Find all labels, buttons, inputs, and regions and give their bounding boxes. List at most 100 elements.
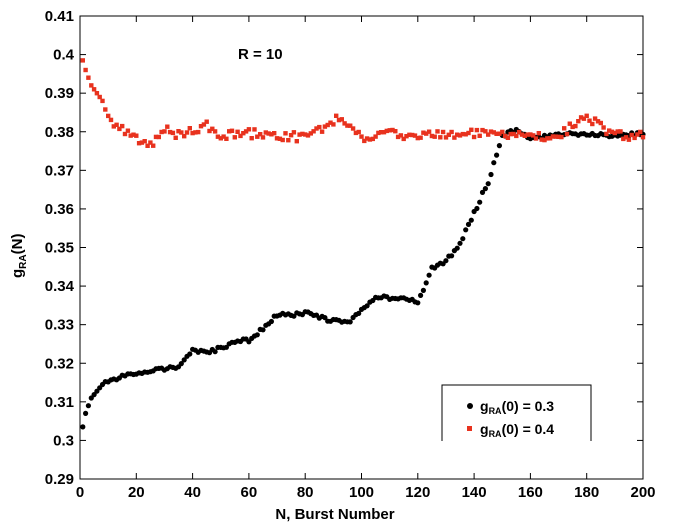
point-s2-46 xyxy=(207,128,212,134)
legend: gRA(0) = 0.3 gRA(0) = 0.4 xyxy=(441,384,592,441)
point-s2-152 xyxy=(505,135,511,140)
y-tick-label-1: 0.3 xyxy=(53,432,74,449)
point-s2-180 xyxy=(584,113,589,118)
point-s2-45 xyxy=(204,119,209,124)
y-tick-label-4: 0.33 xyxy=(45,317,74,334)
point-s2-169 xyxy=(553,134,558,139)
point-s2-87 xyxy=(322,124,328,129)
point-s2-150 xyxy=(500,129,505,135)
point-s1-123 xyxy=(423,280,429,286)
point-s2-170 xyxy=(556,134,561,139)
point-s2-102 xyxy=(364,136,370,141)
point-s1-63 xyxy=(254,332,260,338)
point-s2-90 xyxy=(331,122,336,127)
x-tick-label-9: 180 xyxy=(574,484,599,501)
point-s1-1 xyxy=(80,424,86,430)
point-s2-2 xyxy=(83,67,88,73)
x-axis-label: N, Burst Number xyxy=(275,506,394,522)
point-s2-198 xyxy=(635,132,640,137)
point-s2-85 xyxy=(317,124,322,130)
point-s2-18 xyxy=(128,133,133,138)
point-s2-19 xyxy=(131,132,136,137)
y-tick-label-3: 0.32 xyxy=(45,355,74,372)
point-s2-72 xyxy=(280,137,285,143)
point-s1-76 xyxy=(291,313,297,319)
point-s2-57 xyxy=(238,133,243,139)
point-s2-153 xyxy=(508,131,513,137)
point-s2-40 xyxy=(190,130,195,136)
point-s2-117 xyxy=(407,132,412,137)
point-s2-61 xyxy=(249,136,254,141)
point-s2-58 xyxy=(241,131,246,136)
point-s2-42 xyxy=(196,129,201,135)
legend-label-series-1: gRA(0) = 0.3 xyxy=(480,398,554,416)
point-s2-93 xyxy=(339,117,344,122)
point-s2-67 xyxy=(266,131,271,136)
point-s2-36 xyxy=(179,130,184,135)
point-s2-91 xyxy=(334,113,339,118)
point-s2-184 xyxy=(595,119,601,124)
point-s2-165 xyxy=(542,137,547,143)
y-tick-label-7: 0.36 xyxy=(45,201,74,218)
point-s2-9 xyxy=(103,107,108,112)
point-s2-122 xyxy=(421,130,426,135)
point-s2-121 xyxy=(418,135,423,140)
point-s2-167 xyxy=(547,136,553,141)
y-tick-label-9: 0.38 xyxy=(45,124,74,141)
point-s2-177 xyxy=(576,119,581,124)
point-s2-16 xyxy=(122,131,128,137)
point-s2-70 xyxy=(274,136,280,141)
point-s2-160 xyxy=(528,132,533,137)
point-s2-111 xyxy=(390,127,395,133)
point-s2-62 xyxy=(252,127,257,132)
point-s1-3 xyxy=(85,403,91,409)
y-axis-label-main: g xyxy=(9,269,26,278)
y-axis-label-sub: RA xyxy=(18,254,29,268)
legend-1-sub: RA xyxy=(489,406,502,416)
point-s2-129 xyxy=(440,129,446,135)
point-s2-104 xyxy=(370,136,375,142)
point-s2-6 xyxy=(94,91,100,96)
y-tick-label-6: 0.35 xyxy=(45,240,74,257)
point-s2-89 xyxy=(328,120,333,125)
point-s2-175 xyxy=(570,124,575,130)
point-s2-149 xyxy=(497,131,502,136)
point-s1-141 xyxy=(474,205,480,212)
point-s2-24 xyxy=(145,143,150,148)
point-s1-135 xyxy=(457,240,463,246)
point-s2-114 xyxy=(398,133,404,138)
point-s2-38 xyxy=(184,130,190,135)
point-s2-4 xyxy=(89,83,94,88)
point-s1-102 xyxy=(364,303,370,309)
point-s2-190 xyxy=(612,130,617,136)
point-s2-145 xyxy=(486,132,491,137)
point-s2-55 xyxy=(232,135,237,140)
point-s2-11 xyxy=(108,117,114,123)
x-tick-label-7: 140 xyxy=(462,484,487,501)
point-s1-36 xyxy=(178,361,184,367)
point-s2-54 xyxy=(229,128,235,133)
point-s2-185 xyxy=(598,120,603,126)
annotation-r: R = 10 xyxy=(238,46,283,63)
y-tick-label-11: 0.4 xyxy=(53,47,75,64)
point-s2-69 xyxy=(272,131,277,136)
point-s2-119 xyxy=(412,133,418,138)
point-s2-183 xyxy=(592,116,598,121)
point-s1-139 xyxy=(468,217,474,223)
point-s2-60 xyxy=(246,127,252,132)
point-s2-196 xyxy=(629,132,634,138)
point-s2-163 xyxy=(536,131,541,136)
point-s2-30 xyxy=(162,129,167,134)
point-s2-182 xyxy=(590,121,595,127)
point-s2-115 xyxy=(401,136,406,142)
point-s2-15 xyxy=(120,123,125,129)
point-s2-37 xyxy=(182,134,187,139)
point-s2-155 xyxy=(514,133,519,139)
legend-marker-series-2 xyxy=(467,426,472,431)
point-s2-186 xyxy=(601,125,606,130)
point-s2-27 xyxy=(153,134,159,140)
point-s2-1 xyxy=(80,58,85,63)
point-s1-120 xyxy=(415,300,421,306)
point-s1-124 xyxy=(426,272,432,278)
point-s2-148 xyxy=(494,131,499,136)
